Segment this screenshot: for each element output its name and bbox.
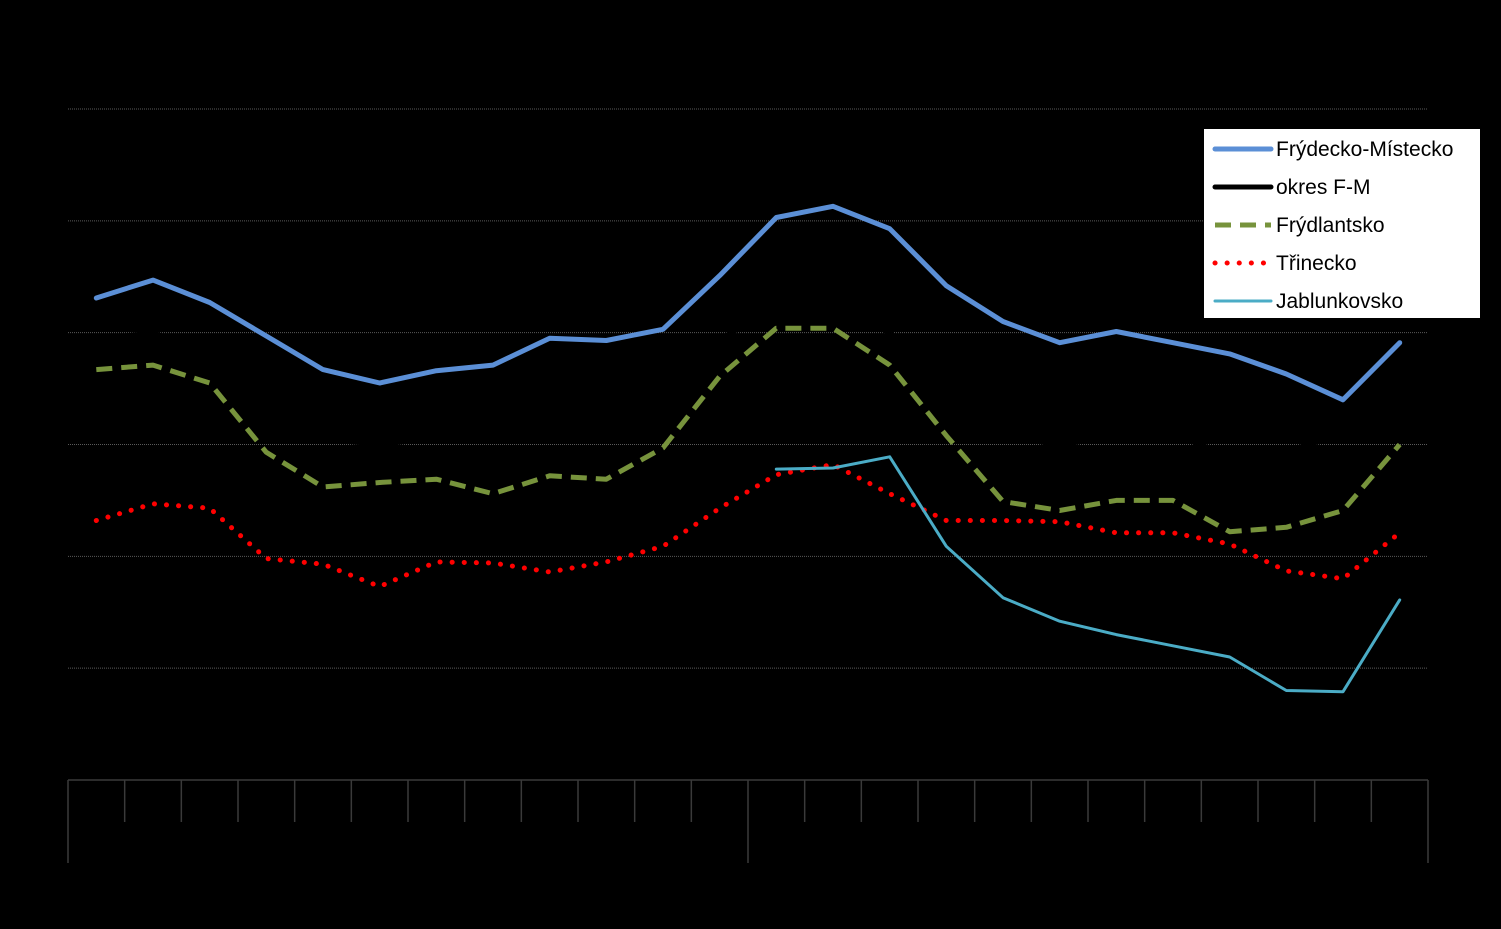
- series-line-4: [93, 462, 1403, 589]
- series-line-1: [93, 203, 1403, 403]
- series-line-5: [774, 455, 1402, 694]
- series-line-2: [93, 304, 1403, 459]
- legend-label: Třinecko: [1276, 252, 1357, 275]
- legend: Frýdecko-Místecko okres F-M Frýdlantsko Tři…: [1204, 129, 1480, 318]
- grid-lines: [68, 108, 1428, 669]
- series-lines: [93, 203, 1403, 694]
- legend-label: Frýdlantsko: [1276, 214, 1385, 237]
- legend-label: okres F-M: [1276, 176, 1371, 199]
- series-line-3: [96, 325, 1402, 535]
- legend-label: Frýdecko-Místecko: [1276, 138, 1453, 161]
- x-axis: [67, 779, 1429, 863]
- legend-label: Jablunkovsko: [1276, 290, 1403, 313]
